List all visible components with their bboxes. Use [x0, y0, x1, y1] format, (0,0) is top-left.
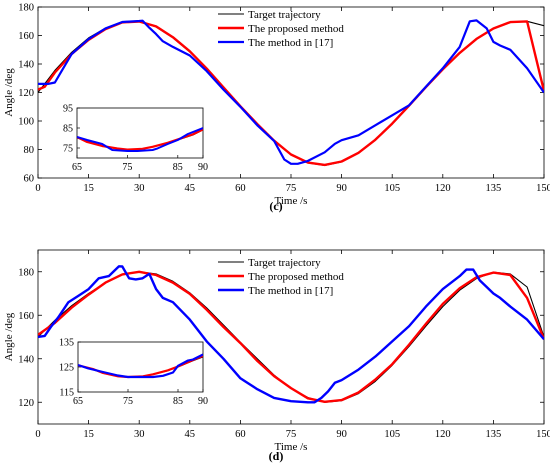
inset-x-tick-label: 75: [123, 396, 133, 407]
inset-plot: 65 75 85 90 115 125 135: [59, 338, 208, 408]
x-tick-label: 15: [83, 429, 94, 440]
y-axis-label: Angle /deg: [3, 68, 15, 117]
inset-x-tick-label: 90: [198, 396, 208, 407]
inset-y-tick-label: 75: [63, 144, 73, 155]
x-tick-label: 0: [35, 429, 40, 440]
x-tick-label: 15: [83, 183, 94, 194]
x-axis-label: Time /s: [275, 195, 308, 207]
plot-area: [37, 249, 545, 425]
x-tick-label: 105: [384, 429, 400, 440]
y-tick-label: 120: [18, 88, 34, 99]
inset-y-tick-label: 95: [63, 104, 73, 115]
y-tick-label: 180: [18, 3, 34, 14]
y-tick-label: 140: [18, 60, 34, 71]
inset-frame: [77, 341, 204, 393]
x-tick-label: 60: [235, 429, 246, 440]
panel-caption: (d): [269, 449, 284, 463]
inset-y-tick-label: 85: [63, 124, 73, 135]
inset-x-tick-label: 65: [72, 162, 82, 173]
legend-entry: The method in [17]: [248, 285, 333, 297]
x-tick-label: 45: [185, 183, 196, 194]
x-tick-label: 120: [435, 429, 451, 440]
inset-y-tick-label: 125: [59, 363, 74, 374]
y-tick-label: 120: [18, 398, 34, 409]
y-tick-label: 60: [24, 174, 35, 185]
inset-x-tick-label: 90: [198, 162, 208, 173]
inset-x-tick-label: 75: [122, 162, 132, 173]
y-tick-label: 80: [24, 145, 35, 156]
x-tick-label: 75: [286, 183, 297, 194]
x-tick-label: 75: [286, 429, 297, 440]
inset-series-line: [78, 353, 203, 379]
legend-entry: The method in [17]: [248, 37, 333, 49]
inset-x-tick-label: 85: [173, 162, 183, 173]
x-axis-label: Time /s: [275, 441, 308, 453]
inset-y-tick-label: 115: [59, 388, 74, 399]
inset-y-tick-label: 135: [59, 338, 74, 349]
chart-panel-c: 0 15 30 45 60 75 90 105 120 135 150 60 80 100 120 140 16…: [3, 3, 550, 214]
inset-series-line: [77, 127, 203, 152]
inset-x-tick-label: 65: [73, 396, 83, 407]
y-tick-label: 160: [18, 31, 34, 42]
series-line-proposed: [38, 270, 544, 403]
x-tick-label: 0: [35, 183, 40, 194]
y-tick-label: 160: [18, 311, 34, 322]
x-tick-label: 150: [536, 429, 550, 440]
x-tick-label: 45: [185, 429, 196, 440]
x-tick-label: 135: [486, 429, 502, 440]
inset-plot: 65 75 85 90 75 85 95: [63, 104, 208, 174]
x-tick-label: 30: [134, 429, 145, 440]
y-tick-label: 140: [18, 354, 34, 365]
legend-entry: Target trajectory: [248, 257, 321, 269]
panel-caption: (c): [269, 199, 282, 213]
legend-entry: The proposed method: [248, 23, 344, 35]
x-tick-label: 90: [336, 429, 347, 440]
series-line-method17: [38, 265, 544, 404]
x-tick-label: 105: [384, 183, 400, 194]
x-tick-label: 135: [486, 183, 502, 194]
x-tick-label: 60: [235, 183, 246, 194]
legend: Target trajectory The proposed method The …: [218, 9, 344, 49]
chart-panel-d: 0 15 30 45 60 75 90 105 120 135 150 120 140 160 180 Tim…: [3, 249, 550, 463]
legend-entry: Target trajectory: [248, 9, 321, 21]
x-tick-label: 150: [536, 183, 550, 194]
y-axis-label: Angle /deg: [3, 312, 15, 361]
x-tick-label: 90: [336, 183, 347, 194]
y-tick-label: 180: [18, 267, 34, 278]
x-tick-label: 120: [435, 183, 451, 194]
legend: Target trajectory The proposed method The …: [218, 257, 344, 297]
y-tick-label: 100: [18, 117, 34, 128]
inset-x-tick-label: 85: [173, 396, 183, 407]
series-line-method17: [38, 19, 544, 165]
legend-entry: The proposed method: [248, 271, 344, 283]
x-tick-label: 30: [134, 183, 145, 194]
